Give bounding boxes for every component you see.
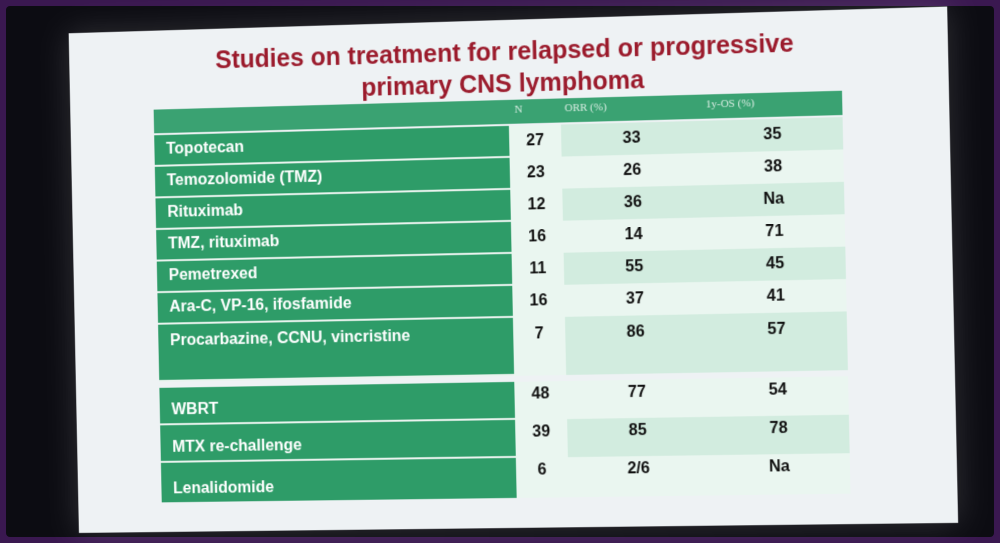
- cell-os: 45: [705, 247, 846, 282]
- cell-os: 57: [706, 311, 848, 372]
- cell-orr: 85: [567, 417, 709, 457]
- row-label: Procarbazine, CCNU, vincristine: [158, 318, 514, 382]
- cell-n: 39: [515, 419, 568, 458]
- cell-n: 6: [516, 457, 569, 498]
- cell-os: Na: [703, 182, 844, 218]
- cell-n: 16: [511, 221, 564, 254]
- cell-orr: 14: [563, 217, 705, 252]
- cell-orr: 77: [566, 379, 708, 419]
- header-orr: ORR (%): [564, 101, 606, 114]
- header-os: 1y-OS (%): [706, 97, 755, 110]
- cell-orr: 55: [564, 250, 706, 285]
- cell-orr: 2/6: [568, 455, 710, 497]
- cell-n: 23: [510, 157, 563, 190]
- cell-os: 35: [702, 117, 843, 153]
- header-n: N: [514, 104, 522, 116]
- row-label: WBRT: [159, 382, 515, 426]
- cell-os: 38: [703, 149, 844, 185]
- cell-orr: 86: [565, 314, 707, 375]
- row-label: MTX re-challenge: [160, 420, 516, 463]
- cell-n: 16: [512, 285, 565, 318]
- cell-orr: 26: [562, 153, 704, 189]
- cell-orr: 33: [561, 121, 703, 157]
- cell-orr: 36: [562, 185, 704, 220]
- row-label: Lenalidomide: [161, 458, 517, 502]
- projection-screen: Studies on treatment for relapsed or pro…: [6, 6, 994, 537]
- cell-n: 27: [509, 125, 562, 158]
- cell-os: 41: [705, 279, 846, 314]
- slide: Studies on treatment for relapsed or pro…: [69, 6, 958, 532]
- cell-os: 78: [708, 415, 849, 455]
- table-row: Lenalidomide 6 2/6 Na: [161, 453, 851, 502]
- cell-n: 48: [514, 381, 567, 420]
- cell-n: 7: [513, 317, 566, 376]
- table-row: Procarbazine, CCNU, vincristine 7 86 57: [158, 311, 848, 382]
- cell-n: 12: [510, 189, 563, 222]
- cell-os: 71: [704, 214, 845, 249]
- cell-os: 54: [707, 376, 848, 417]
- cell-orr: 37: [564, 282, 706, 317]
- cell-os: Na: [709, 453, 850, 495]
- cell-n: 11: [512, 253, 565, 286]
